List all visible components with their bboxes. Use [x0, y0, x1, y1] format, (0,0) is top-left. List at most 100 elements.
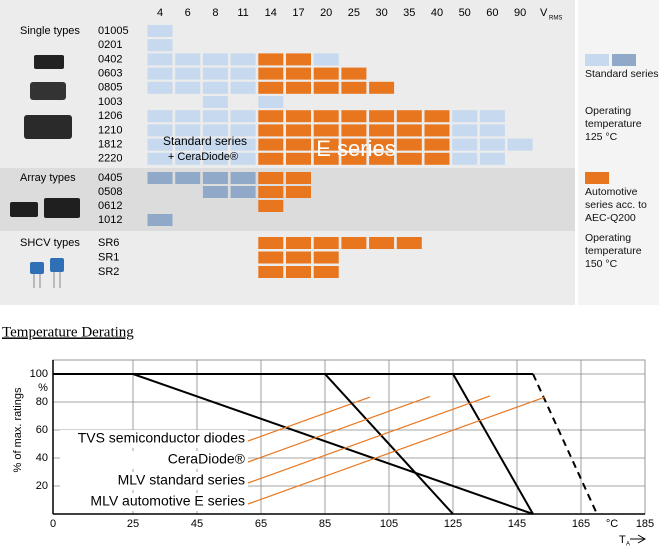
column-header: 50 — [459, 7, 471, 19]
cell — [258, 124, 284, 137]
cell — [202, 110, 228, 123]
cell — [286, 266, 311, 278]
cell — [230, 186, 256, 198]
cell — [424, 124, 450, 137]
cell — [202, 67, 228, 80]
label-backdrop — [60, 451, 248, 469]
cell — [230, 67, 256, 80]
cell — [479, 124, 505, 137]
cell — [258, 110, 284, 123]
cell — [258, 266, 284, 278]
cell — [286, 53, 311, 66]
column-header: 17 — [292, 7, 304, 19]
series-label: MLV automotive E series — [90, 493, 245, 509]
cell — [369, 81, 395, 94]
cell — [175, 81, 201, 94]
x-tick-label: 105 — [380, 518, 398, 530]
cell — [258, 237, 284, 249]
column-header: 30 — [375, 7, 387, 19]
cell — [313, 81, 339, 94]
legend-swatch — [612, 54, 636, 66]
cell — [230, 152, 256, 165]
cell — [452, 138, 478, 151]
cell — [341, 67, 367, 80]
series-label: TVS semiconductor diodes — [78, 430, 245, 446]
series-label: MLV standard series — [118, 472, 245, 488]
x-tick-label: 65 — [255, 518, 267, 530]
legend-background — [578, 0, 659, 305]
cell — [341, 124, 367, 137]
cell — [202, 186, 228, 198]
cell — [479, 110, 505, 123]
row-label: 0405 — [98, 172, 122, 184]
cell — [202, 152, 228, 165]
x-tick-label: 165 — [572, 518, 590, 530]
x-tick-label: 85 — [319, 518, 331, 530]
cell — [147, 67, 173, 80]
cell — [175, 172, 201, 184]
row-label: 2220 — [98, 153, 122, 165]
column-header: 14 — [265, 7, 277, 19]
x-axis-title: T — [619, 534, 626, 546]
legend-text: Automotive series acc. to AEC-Q200 — [585, 186, 647, 224]
cell — [369, 138, 395, 151]
cell — [147, 214, 173, 226]
cell — [147, 39, 173, 52]
x-unit: °C — [606, 518, 618, 530]
cell — [424, 138, 450, 151]
cell — [369, 237, 395, 249]
cell — [286, 124, 311, 137]
cell — [369, 110, 395, 123]
label-backdrop — [60, 430, 248, 448]
cell — [286, 251, 311, 264]
x-tick-label: 25 — [127, 518, 139, 530]
x-axis-title-sub: A — [626, 542, 630, 548]
cell — [313, 138, 339, 151]
y-tick-label: 60 — [36, 424, 48, 436]
column-header: 4 — [157, 7, 163, 19]
shcv-icon — [50, 258, 64, 272]
cell — [313, 124, 339, 137]
overlay-text: + CeraDiode® — [168, 151, 238, 163]
cell — [286, 138, 311, 151]
unit-label: V — [540, 7, 548, 19]
cell — [286, 81, 311, 94]
cell — [147, 152, 173, 165]
cell — [147, 110, 173, 123]
cell — [452, 152, 478, 165]
column-header: 90 — [514, 7, 526, 19]
label-backdrop — [60, 493, 248, 511]
cell — [230, 172, 256, 184]
column-header: 8 — [212, 7, 218, 19]
chip-icon — [30, 82, 66, 100]
cell — [230, 53, 256, 66]
cell — [286, 172, 311, 184]
group-label: Single types — [20, 25, 80, 37]
cell — [258, 152, 284, 165]
cell — [313, 53, 339, 66]
x-tick-label: 45 — [191, 518, 203, 530]
y-tick-label: 100 — [30, 368, 48, 380]
row-label: SR1 — [98, 251, 119, 263]
cell — [452, 110, 478, 123]
series-label: CeraDiode® — [168, 451, 246, 467]
cell — [313, 237, 339, 249]
row-label: 01005 — [98, 25, 129, 37]
cell — [313, 110, 339, 123]
cell — [175, 152, 201, 165]
cell — [369, 124, 395, 137]
overlay-text: Standard series — [163, 134, 247, 148]
column-header: 20 — [320, 7, 332, 19]
row-label: 0603 — [98, 68, 122, 80]
cell — [258, 81, 284, 94]
axis-arrow — [630, 534, 647, 544]
cell — [202, 138, 228, 151]
cell — [258, 172, 284, 184]
cell — [258, 186, 284, 198]
cell — [369, 152, 395, 165]
row-label: 0402 — [98, 53, 122, 65]
x-tick-label: 125 — [444, 518, 462, 530]
cell — [341, 110, 367, 123]
cell — [147, 25, 173, 37]
